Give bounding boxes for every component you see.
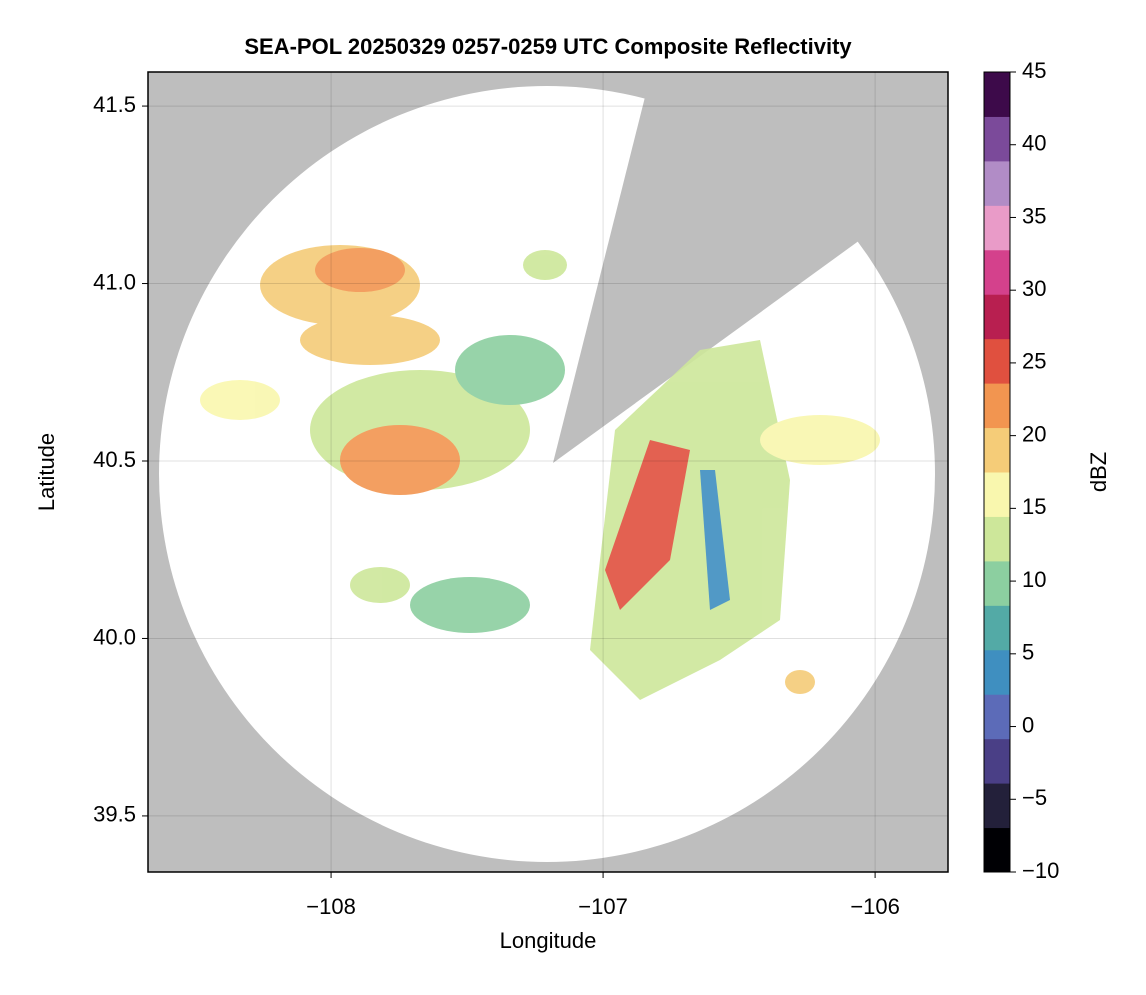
colorbar-tick-label: 45 — [1022, 58, 1046, 83]
colorbar-segment — [984, 649, 1010, 695]
colorbar-segment — [984, 160, 1010, 206]
colorbar-segment — [984, 427, 1010, 473]
colorbar-tick-label: −5 — [1022, 785, 1047, 810]
echo — [315, 248, 405, 292]
echo — [340, 425, 460, 495]
colorbar-tick-label: 40 — [1022, 131, 1046, 156]
chart-title: SEA-POL 20250329 0257-0259 UTC Composite… — [244, 34, 852, 59]
colorbar-tick-label: 15 — [1022, 494, 1046, 519]
colorbar-label: dBZ — [1086, 452, 1111, 492]
colorbar-segment — [984, 516, 1010, 562]
echo — [785, 670, 815, 694]
colorbar-tick-label: −10 — [1022, 858, 1059, 883]
y-tick-label: 41.0 — [93, 269, 136, 294]
echo — [700, 470, 730, 610]
colorbar-segment — [984, 560, 1010, 606]
y-axis-label: Latitude — [34, 433, 59, 511]
colorbar-segment — [984, 738, 1010, 784]
colorbar-segment — [984, 249, 1010, 295]
colorbar-segment — [984, 116, 1010, 162]
echo — [200, 380, 280, 420]
colorbar-segment — [984, 472, 1010, 517]
colorbar-segment — [984, 827, 1010, 873]
echo — [523, 250, 567, 280]
colorbar-tick-label: 35 — [1022, 203, 1046, 228]
y-tick-label: 40.5 — [93, 447, 136, 472]
colorbar-tick-label: 30 — [1022, 276, 1046, 301]
y-tick-label: 41.5 — [93, 92, 136, 117]
y-tick-label: 40.0 — [93, 624, 136, 649]
colorbar-segment — [984, 72, 1010, 117]
echo — [300, 315, 440, 365]
echo — [760, 415, 880, 465]
axes: −108 −107 −106 39.5 40.0 40.5 41.0 41.5 — [93, 72, 948, 919]
colorbar-tick-label: 25 — [1022, 349, 1046, 374]
x-tick-label: −108 — [306, 894, 356, 919]
colorbar-tick-label: 10 — [1022, 567, 1046, 592]
colorbar-tick-label: 5 — [1022, 640, 1034, 665]
echo — [605, 440, 690, 610]
colorbar-tick-label: 20 — [1022, 421, 1046, 446]
colorbar-tick-label: 0 — [1022, 712, 1034, 737]
echo — [350, 567, 410, 603]
colorbar-segment — [984, 605, 1010, 651]
colorbar-segment — [984, 205, 1010, 251]
x-tick-label: −107 — [578, 894, 628, 919]
echo — [410, 577, 530, 633]
colorbar-segment — [984, 383, 1010, 429]
colorbar-frame — [983, 71, 1011, 873]
plot-frame — [147, 71, 949, 873]
blocked-sector — [553, 72, 898, 463]
colorbar-segment — [984, 694, 1010, 740]
x-tick-label: −106 — [850, 894, 900, 919]
echo — [590, 340, 790, 700]
echo — [455, 335, 565, 405]
colorbar-segment — [984, 338, 1010, 384]
y-tick-label: 39.5 — [93, 802, 136, 827]
colorbar: −10 −5 0 5 10 15 20 25 30 35 40 45 — [983, 58, 1059, 883]
plot-area — [148, 72, 948, 872]
colorbar-segment — [984, 783, 1010, 829]
colorbar-segment — [984, 294, 1010, 340]
x-axis-label: Longitude — [500, 928, 597, 953]
echoes — [200, 245, 880, 700]
